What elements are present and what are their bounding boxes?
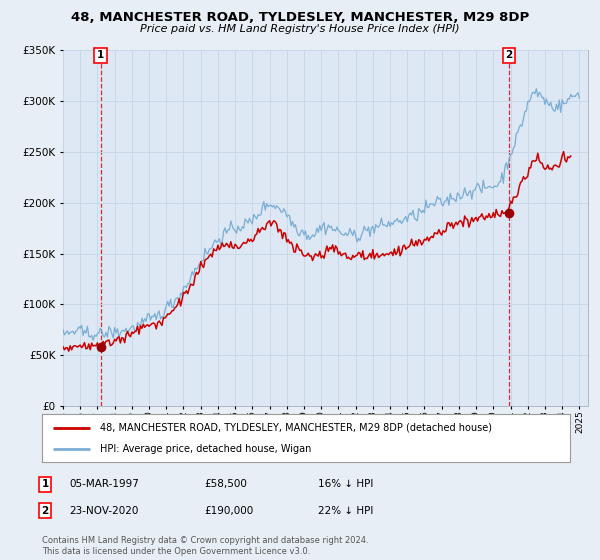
Text: 2: 2 xyxy=(41,506,49,516)
Text: 22% ↓ HPI: 22% ↓ HPI xyxy=(318,506,373,516)
Text: 2: 2 xyxy=(505,50,512,60)
Text: HPI: Average price, detached house, Wigan: HPI: Average price, detached house, Wiga… xyxy=(100,444,311,454)
Text: Price paid vs. HM Land Registry's House Price Index (HPI): Price paid vs. HM Land Registry's House … xyxy=(140,24,460,34)
Text: 1: 1 xyxy=(97,50,104,60)
Text: 16% ↓ HPI: 16% ↓ HPI xyxy=(318,479,373,489)
Text: Contains HM Land Registry data © Crown copyright and database right 2024.
This d: Contains HM Land Registry data © Crown c… xyxy=(42,536,368,556)
Text: 05-MAR-1997: 05-MAR-1997 xyxy=(69,479,139,489)
Text: 48, MANCHESTER ROAD, TYLDESLEY, MANCHESTER, M29 8DP: 48, MANCHESTER ROAD, TYLDESLEY, MANCHEST… xyxy=(71,11,529,24)
Text: £190,000: £190,000 xyxy=(204,506,253,516)
Text: 48, MANCHESTER ROAD, TYLDESLEY, MANCHESTER, M29 8DP (detached house): 48, MANCHESTER ROAD, TYLDESLEY, MANCHEST… xyxy=(100,423,492,433)
Text: £58,500: £58,500 xyxy=(204,479,247,489)
Text: 23-NOV-2020: 23-NOV-2020 xyxy=(69,506,139,516)
Text: 1: 1 xyxy=(41,479,49,489)
